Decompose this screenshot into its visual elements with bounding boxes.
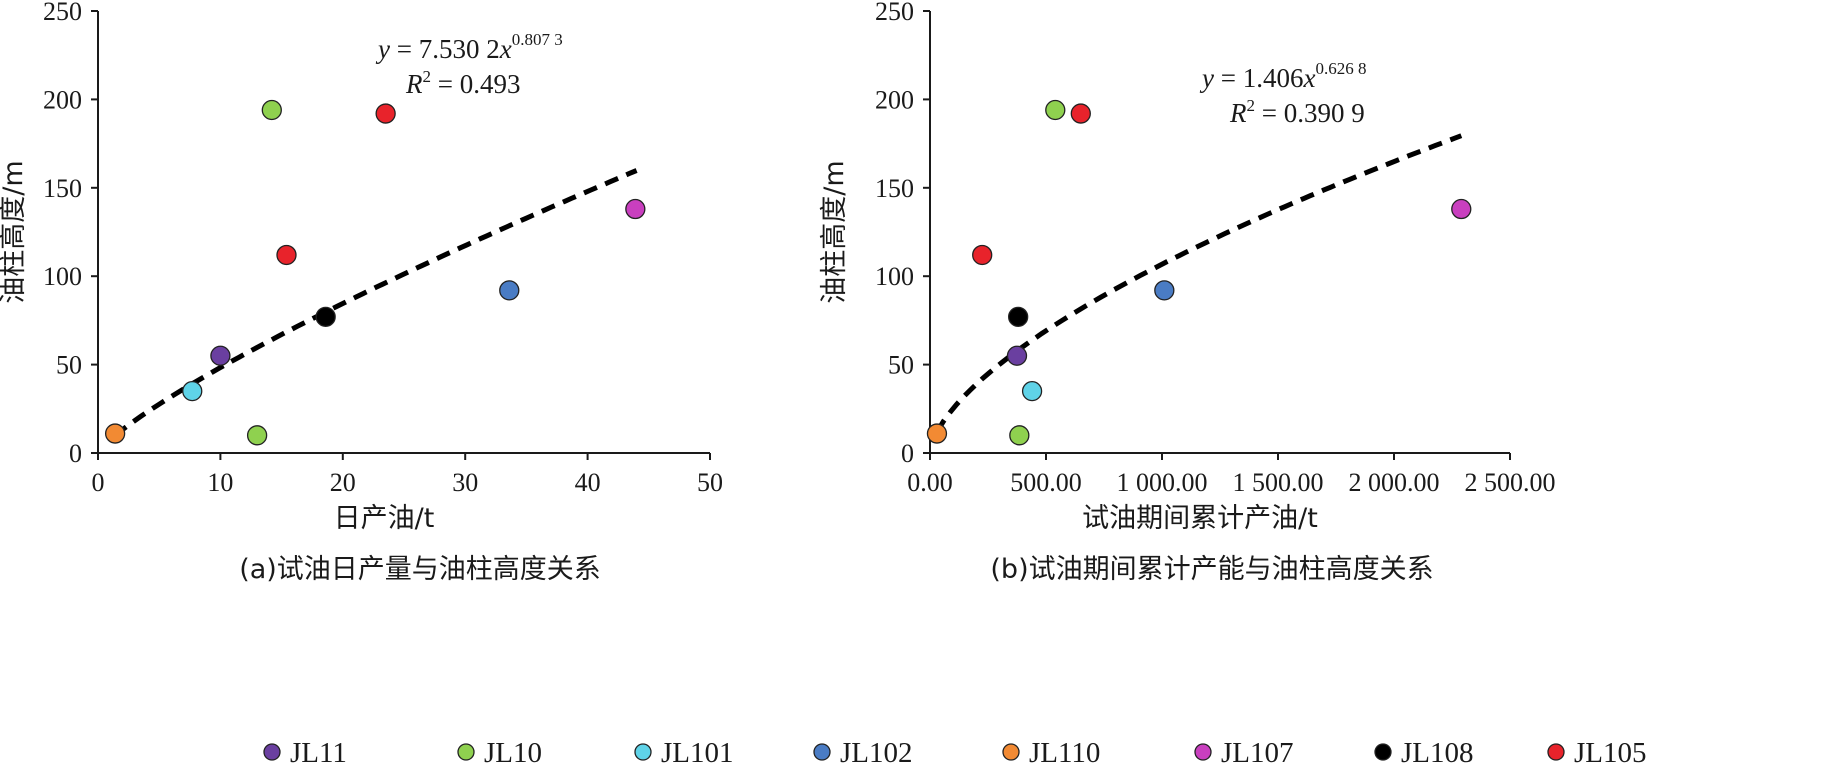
legend-label-jl101: JL101	[661, 737, 734, 769]
x-tick-label: 20	[330, 468, 356, 497]
legend-marker-jl108	[1374, 743, 1392, 761]
legend-marker-jl11	[263, 743, 281, 761]
legend-label-jl105: JL105	[1574, 737, 1647, 769]
legend-label-jl11: JL11	[290, 737, 347, 769]
legend-label-jl110: JL110	[1029, 737, 1100, 769]
r2-var: R	[1229, 98, 1247, 128]
legend-marker-jl101	[634, 743, 652, 761]
x-tick-label: 2 500.00	[1465, 468, 1556, 497]
point-jl102	[499, 280, 520, 301]
point-jl102	[1154, 280, 1175, 301]
legend-marker-jl105	[1547, 743, 1565, 761]
point-jl108	[315, 306, 336, 328]
point-jl10	[246, 425, 268, 446]
x-tick-label: 30	[452, 468, 478, 497]
point-jl101	[182, 380, 203, 402]
y-tick-label: 250	[43, 0, 82, 26]
point-jl105	[375, 103, 396, 124]
x-tick-label: 0.00	[907, 468, 953, 497]
trend-equation: y = 1.406x0.626 8	[1199, 59, 1366, 93]
y-tick-label: 100	[43, 262, 82, 291]
y-tick-label: 0	[901, 439, 914, 468]
point-jl10	[1009, 425, 1030, 446]
r2-var: R	[405, 69, 423, 99]
legend-label-jl102: JL102	[840, 737, 913, 769]
y-tick-label: 150	[43, 174, 82, 203]
r-squared: R2 = 0.493	[405, 67, 520, 99]
chart-caption: (b)试油期间累计产能与油柱高度关系	[990, 554, 1433, 585]
point-jl108	[1008, 306, 1029, 328]
legend-label-jl107: JL107	[1221, 737, 1294, 769]
legend: JL11 JL10 JL101 JL102 JL110 JL107 JL108 JL105	[263, 737, 1647, 769]
x-tick-label: 1 500.00	[1233, 468, 1324, 497]
y-tick-label: 50	[888, 351, 914, 380]
x-axis-title: 日产油/t	[334, 503, 435, 534]
eq-y-var: y	[375, 34, 390, 64]
chart-a: 0 50 100 150 200 250 0 10 20 30 40 50 油柱高度/m 日产油/t (a)…	[0, 0, 723, 585]
point-jl11	[1006, 345, 1028, 366]
eq-x-var: x	[499, 34, 512, 64]
r2-value: = 0.493	[431, 69, 520, 99]
y-tick-label: 0	[69, 439, 82, 468]
eq-x-var: x	[1302, 63, 1315, 93]
r-squared: R2 = 0.390 9	[1229, 96, 1365, 128]
y-tick-label: 200	[875, 85, 914, 114]
y-tick-label: 50	[56, 351, 82, 380]
y-tick-label: 150	[875, 174, 914, 203]
eq-y-var: y	[1199, 63, 1214, 93]
y-tick-label: 250	[875, 0, 914, 26]
r2-sup: 2	[423, 67, 432, 86]
point-jl107	[1451, 198, 1472, 220]
chart-caption: (a)试油日产量与油柱高度关系	[239, 554, 601, 585]
legend-marker-jl110	[1002, 743, 1020, 761]
eq-coefficient: = 7.530 2	[390, 34, 500, 64]
point-jl107	[625, 198, 646, 220]
x-tick-label: 1 000.00	[1117, 468, 1208, 497]
r2-sup: 2	[1247, 96, 1256, 115]
legend-label-jl108: JL108	[1401, 737, 1474, 769]
chart-b: 0 50 100 150 200 250 0.00 500.00 1 000.00 1 500.0…	[819, 0, 1556, 585]
legend-marker-jl10	[457, 743, 475, 761]
point-jl105	[276, 244, 297, 266]
trend-equation: y = 7.530 2x0.807 3	[375, 30, 563, 64]
y-axis-title: 油柱高度/m	[819, 160, 850, 303]
y-tick-label: 200	[43, 85, 82, 114]
point-jl105	[972, 244, 993, 266]
legend-marker-jl107	[1194, 743, 1212, 761]
y-tick-label: 100	[875, 262, 914, 291]
x-tick-label: 40	[575, 468, 601, 497]
x-tick-label: 2 000.00	[1349, 468, 1440, 497]
y-axis-title: 油柱高度/m	[0, 160, 29, 303]
legend-label-jl10: JL10	[484, 737, 542, 769]
eq-exponent: 0.807 3	[512, 30, 563, 49]
x-tick-label: 0	[92, 468, 105, 497]
x-tick-label: 10	[207, 468, 233, 497]
x-tick-label: 50	[697, 468, 723, 497]
legend-marker-jl102	[813, 743, 831, 761]
eq-exponent: 0.626 8	[1315, 59, 1366, 78]
x-tick-label: 500.00	[1010, 468, 1082, 497]
eq-coefficient: = 1.406	[1214, 63, 1303, 93]
point-jl101	[1021, 380, 1043, 402]
point-jl11	[210, 345, 231, 366]
point-jl110	[104, 423, 126, 444]
point-jl10	[1045, 99, 1066, 121]
trendline	[934, 133, 1463, 434]
point-jl10	[261, 99, 282, 121]
r2-value: = 0.390 9	[1255, 98, 1365, 128]
trendline	[113, 168, 638, 438]
point-jl105	[1070, 103, 1091, 124]
x-axis-title: 试油期间累计产油/t	[1082, 503, 1318, 534]
point-jl110	[926, 423, 948, 444]
